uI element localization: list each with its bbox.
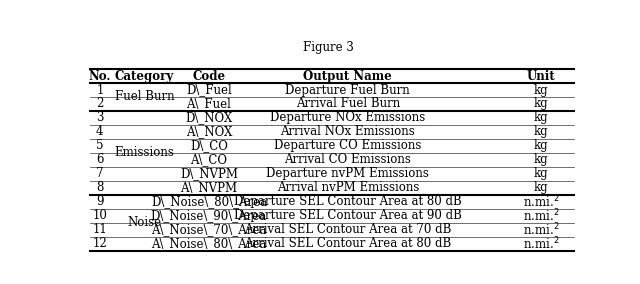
Text: Output Name: Output Name xyxy=(303,70,392,83)
Text: 10: 10 xyxy=(92,209,108,222)
Text: Departure Fuel Burn: Departure Fuel Burn xyxy=(285,83,410,97)
Text: A\_NVPM: A\_NVPM xyxy=(180,181,237,194)
Text: Arrival SEL Contour Area at 70 dB: Arrival SEL Contour Area at 70 dB xyxy=(244,223,452,236)
Text: 6: 6 xyxy=(96,153,104,166)
Text: Arrival SEL Contour Area at 80 dB: Arrival SEL Contour Area at 80 dB xyxy=(244,237,451,250)
Text: D\_NOX: D\_NOX xyxy=(186,111,232,124)
Text: 11: 11 xyxy=(92,223,108,236)
Text: 4: 4 xyxy=(96,126,104,138)
Text: D\_NVPM: D\_NVPM xyxy=(180,167,238,180)
Text: D\_Noise\_80\_Area: D\_Noise\_80\_Area xyxy=(151,195,267,208)
Text: No.: No. xyxy=(88,70,111,83)
Text: Code: Code xyxy=(193,70,225,83)
Text: Departure nvPM Emissions: Departure nvPM Emissions xyxy=(266,167,429,180)
Text: Category: Category xyxy=(115,70,174,83)
Text: Arrival Fuel Burn: Arrival Fuel Burn xyxy=(296,97,400,110)
Text: 8: 8 xyxy=(96,181,104,194)
Text: kg: kg xyxy=(534,167,548,180)
Text: 1: 1 xyxy=(96,83,104,97)
Text: kg: kg xyxy=(534,153,548,166)
Text: A\_Noise\_70\_Area: A\_Noise\_70\_Area xyxy=(151,223,267,236)
Text: Arrival nvPM Emissions: Arrival nvPM Emissions xyxy=(276,181,419,194)
Text: kg: kg xyxy=(534,139,548,152)
Text: kg: kg xyxy=(534,83,548,97)
Text: n.mi.$^{2}$: n.mi.$^{2}$ xyxy=(523,235,559,252)
Text: 3: 3 xyxy=(96,111,104,124)
Text: Departure SEL Contour Area at 90 dB: Departure SEL Contour Area at 90 dB xyxy=(234,209,462,222)
Text: 9: 9 xyxy=(96,195,104,208)
Text: A\_Noise\_80\_Area: A\_Noise\_80\_Area xyxy=(151,237,267,250)
Text: Emissions: Emissions xyxy=(115,146,175,159)
Text: 2: 2 xyxy=(96,97,104,110)
Text: Departure CO Emissions: Departure CO Emissions xyxy=(274,139,422,152)
Text: kg: kg xyxy=(534,126,548,138)
Text: Departure NOx Emissions: Departure NOx Emissions xyxy=(270,111,426,124)
Text: A\_CO: A\_CO xyxy=(191,153,227,166)
Text: A\_Fuel: A\_Fuel xyxy=(186,97,232,110)
Text: kg: kg xyxy=(534,181,548,194)
Text: Departure SEL Contour Area at 80 dB: Departure SEL Contour Area at 80 dB xyxy=(234,195,461,208)
Text: D\_Fuel: D\_Fuel xyxy=(186,83,232,97)
Text: n.mi.$^{2}$: n.mi.$^{2}$ xyxy=(523,221,559,238)
Text: D\_Noise\_90\_Area: D\_Noise\_90\_Area xyxy=(151,209,267,222)
Text: Arrival NOx Emissions: Arrival NOx Emissions xyxy=(280,126,415,138)
Text: Figure 3: Figure 3 xyxy=(303,41,353,54)
Text: n.mi.$^{2}$: n.mi.$^{2}$ xyxy=(523,207,559,224)
Text: Fuel Burn: Fuel Burn xyxy=(115,91,174,103)
Text: kg: kg xyxy=(534,97,548,110)
Text: A\_NOX: A\_NOX xyxy=(186,126,232,138)
Text: 7: 7 xyxy=(96,167,104,180)
Text: 12: 12 xyxy=(92,237,108,250)
Text: n.mi.$^{2}$: n.mi.$^{2}$ xyxy=(523,193,559,210)
Text: 5: 5 xyxy=(96,139,104,152)
Text: kg: kg xyxy=(534,111,548,124)
Text: Unit: Unit xyxy=(527,70,556,83)
Text: Arrival CO Emissions: Arrival CO Emissions xyxy=(284,153,412,166)
Text: Noise: Noise xyxy=(127,216,161,229)
Text: D\_CO: D\_CO xyxy=(190,139,228,152)
